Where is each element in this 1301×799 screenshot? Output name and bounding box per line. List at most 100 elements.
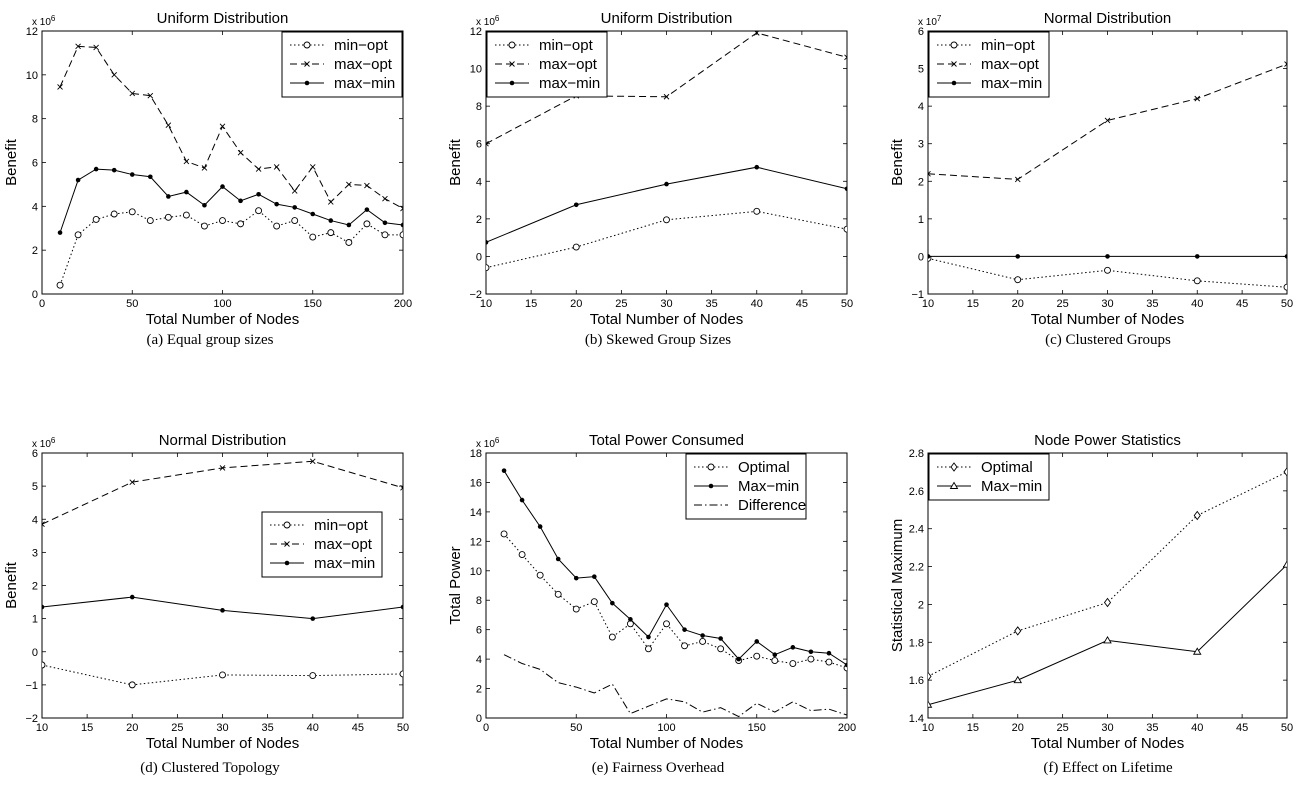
data-point [717,645,725,653]
y-tick-label: 4 [32,514,38,526]
plot-area [486,31,847,272]
y-tick-label: 4 [476,654,482,666]
y-tick-label: 0 [476,251,482,263]
data-point [1192,647,1202,655]
data-point [573,575,579,581]
data-point [681,642,688,650]
x-tick-label: 35 [1146,298,1158,310]
y-tick-label: 6 [918,26,924,38]
data-point [364,207,370,212]
data-point [682,627,687,632]
data-point [219,123,226,130]
x-tick-label: 50 [841,298,853,310]
data-point [309,233,317,241]
legend-marker [707,463,715,471]
y-tick-label: 1.4 [909,713,924,725]
x-tick-label: 50 [126,298,138,310]
y-tick-label: 10 [470,566,482,578]
legend-label: max−min [314,555,375,572]
y-tick-label: 3 [918,139,924,151]
series-1 [928,467,1287,682]
data-point [1015,254,1021,259]
data-point [700,633,705,638]
data-point [75,43,81,50]
data-point [771,657,779,665]
x-tick-label: 50 [1281,298,1293,310]
x-tick-label: 20 [1012,722,1024,734]
data-point [1282,560,1287,568]
data-point [754,639,760,644]
legend-label: min−opt [981,37,1036,54]
data-point [554,590,562,598]
plot-area [42,458,403,689]
axis-multiplier: x 106 [476,14,500,28]
y-tick-label: 0 [32,289,38,301]
data-point [501,468,507,473]
data-point [129,172,135,177]
y-tick-label: 1.6 [909,675,924,687]
data-point [486,264,490,272]
legend: min−opt max−opt max−min [261,511,383,578]
x-tick-label: 20 [1012,298,1024,310]
x-tick-label: 40 [751,298,763,310]
data-point [274,201,279,207]
plot-area [500,468,847,718]
data-point [844,54,847,61]
x-tick-label: 30 [1101,722,1113,734]
data-point [772,652,778,657]
data-point [255,166,262,172]
data-point [808,649,814,655]
legend-marker [284,560,290,566]
series-1 [56,207,403,289]
data-point [844,662,847,668]
x-tick-label: 10 [36,722,48,734]
y-tick-label: 2 [476,684,482,696]
y-tick-label: 2.2 [909,562,924,574]
data-point [610,600,615,606]
data-point [699,637,707,645]
data-point [328,218,334,223]
data-point [382,195,388,202]
y-tick-label: 2 [918,176,924,188]
data-point [219,465,226,471]
data-point [789,660,797,667]
x-tick-label: 25 [615,298,627,310]
x-tick-label: 200 [838,722,856,734]
data-point [663,620,670,628]
data-point [74,231,82,239]
chart-title: Uniform Distribution [157,10,289,27]
data-point [400,484,403,491]
legend-label: Max−min [738,478,799,495]
data-point [164,213,172,221]
y-tick-label: 6 [32,158,38,170]
data-point [256,191,261,197]
data-point [754,164,760,170]
data-point [646,634,651,640]
y-tick-label: 8 [476,101,482,113]
data-point [220,184,225,189]
data-point [555,556,561,562]
data-point [807,655,815,663]
data-point [663,216,670,224]
y-tick-label: 18 [470,448,482,460]
legend: min−opt max−opt max−min [486,31,608,98]
axis-multiplier-exponent: 6 [51,14,56,23]
y-tick-label: 12 [470,536,482,548]
data-point [202,202,207,208]
data-point [590,598,598,606]
x-tick-label: 200 [394,298,412,310]
legend-marker [950,462,958,472]
data-point [111,72,118,78]
x-tick-label: 25 [1057,722,1069,734]
data-point [42,661,46,669]
data-point [327,199,334,205]
x-tick-label: 10 [922,298,934,310]
y-tick-label: 16 [470,477,482,489]
data-point [165,122,172,129]
data-point [519,497,525,503]
x-tick-label: 15 [967,298,979,310]
figure-caption: (d) Clustered Topology [140,760,280,776]
data-point [382,220,388,226]
